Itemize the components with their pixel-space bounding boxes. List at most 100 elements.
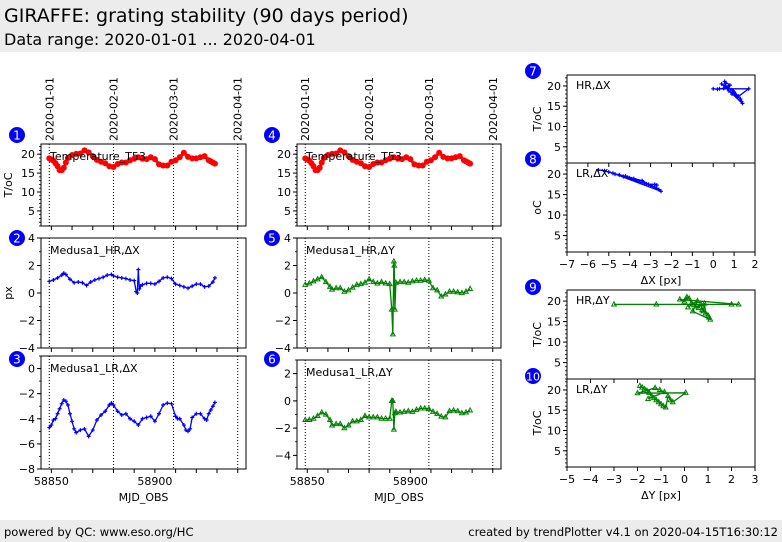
data-point bbox=[160, 162, 167, 169]
data-point bbox=[172, 157, 179, 164]
data-point bbox=[333, 420, 340, 427]
data-point bbox=[631, 176, 636, 181]
data-range-subtitle: Data range: 2020-01-01 ... 2020-04-01 bbox=[4, 30, 316, 49]
data-point bbox=[392, 279, 400, 285]
data-point bbox=[333, 150, 340, 157]
data-point bbox=[152, 282, 157, 287]
data-point bbox=[302, 281, 309, 287]
data-point bbox=[96, 276, 101, 281]
y-tick-label: 20 bbox=[547, 168, 561, 181]
data-point bbox=[188, 426, 193, 431]
panel-label: Temperature_T53 bbox=[49, 150, 146, 163]
badge-circle bbox=[9, 127, 25, 143]
x-tick-label: 2 bbox=[728, 473, 735, 486]
data-point bbox=[374, 279, 381, 286]
data-point bbox=[425, 276, 433, 283]
x-tick-label: −5 bbox=[601, 258, 617, 271]
data-point bbox=[610, 171, 615, 176]
data-point bbox=[365, 275, 373, 282]
y-tick-label: 5 bbox=[554, 445, 561, 458]
data-point bbox=[388, 305, 395, 312]
badge-number: 5 bbox=[268, 232, 276, 246]
series-6 bbox=[302, 397, 474, 432]
date-tick-label: 2020-02-01 bbox=[363, 77, 376, 141]
footer-created-by: created by trendPlotter v4.1 on 2020-04-… bbox=[468, 525, 778, 539]
data-point bbox=[413, 276, 420, 283]
data-point bbox=[70, 419, 75, 424]
series-8 bbox=[596, 167, 663, 194]
y-tick-label: 20 bbox=[277, 148, 291, 161]
data-point bbox=[657, 400, 665, 407]
data-point bbox=[161, 402, 166, 407]
x-tick-label: −6 bbox=[580, 258, 596, 271]
y-tick-label: −4 bbox=[19, 413, 35, 426]
series-line bbox=[305, 260, 471, 335]
data-point bbox=[180, 149, 187, 156]
data-point bbox=[341, 287, 348, 294]
data-point bbox=[438, 412, 445, 419]
date-tick-label: 2020-03-01 bbox=[168, 77, 181, 141]
data-point bbox=[458, 409, 465, 416]
badge-circle bbox=[9, 230, 25, 246]
data-point bbox=[462, 408, 470, 415]
series-line bbox=[614, 296, 740, 321]
data-point bbox=[210, 404, 215, 409]
series-1 bbox=[46, 147, 218, 174]
data-point bbox=[454, 407, 461, 414]
data-point bbox=[173, 414, 178, 419]
data-point bbox=[202, 416, 207, 421]
y-tick-label: 15 bbox=[547, 316, 561, 329]
data-point bbox=[151, 156, 158, 163]
data-point bbox=[132, 278, 137, 283]
data-point bbox=[659, 189, 663, 194]
data-point bbox=[161, 275, 166, 280]
data-point bbox=[613, 172, 618, 177]
data-point bbox=[707, 315, 714, 322]
data-point bbox=[425, 405, 433, 412]
data-point bbox=[627, 176, 632, 181]
data-point bbox=[99, 413, 104, 418]
data-point bbox=[669, 398, 676, 405]
data-point bbox=[320, 154, 327, 161]
y-tick-label: 10 bbox=[277, 186, 291, 199]
badge-circle bbox=[525, 63, 541, 79]
y-tick-label: 2 bbox=[284, 260, 291, 273]
badge-number: 9 bbox=[529, 281, 537, 295]
y-tick-label: −4 bbox=[19, 342, 35, 355]
data-point bbox=[667, 396, 674, 403]
panel-6: −4 −2 0 2 58850 58900 Medusa1_LR,ΔY MJD_OBS 6 bbox=[264, 351, 502, 504]
data-point bbox=[466, 285, 474, 291]
data-point bbox=[444, 155, 451, 162]
data-point bbox=[723, 83, 728, 88]
data-point bbox=[386, 414, 393, 421]
data-point bbox=[310, 277, 317, 284]
panel-label: HR,ΔX bbox=[576, 79, 611, 92]
data-point bbox=[322, 278, 329, 285]
data-point bbox=[206, 411, 211, 416]
x-tick-label: −3 bbox=[606, 473, 622, 486]
data-point bbox=[186, 286, 191, 291]
data-point bbox=[310, 414, 317, 421]
data-point bbox=[725, 85, 730, 90]
data-point bbox=[596, 167, 601, 172]
panel-number-badge: 5 bbox=[264, 230, 280, 246]
data-point bbox=[382, 279, 389, 286]
data-point bbox=[421, 276, 428, 283]
data-point bbox=[186, 429, 191, 434]
data-point bbox=[606, 170, 611, 175]
data-point bbox=[721, 86, 726, 91]
data-point bbox=[389, 330, 396, 337]
data-point bbox=[682, 389, 689, 395]
data-point bbox=[676, 295, 683, 302]
badge-number: 6 bbox=[268, 353, 276, 367]
data-point bbox=[337, 284, 344, 291]
y-tick-label: 15 bbox=[277, 167, 291, 180]
data-point bbox=[119, 413, 124, 418]
data-point bbox=[84, 283, 89, 288]
data-point bbox=[429, 408, 437, 414]
data-point bbox=[396, 408, 404, 415]
data-point bbox=[366, 164, 373, 171]
data-point bbox=[152, 419, 157, 424]
footer: powered by QC: www.eso.org/HC created by… bbox=[0, 520, 782, 542]
data-point bbox=[137, 286, 142, 291]
